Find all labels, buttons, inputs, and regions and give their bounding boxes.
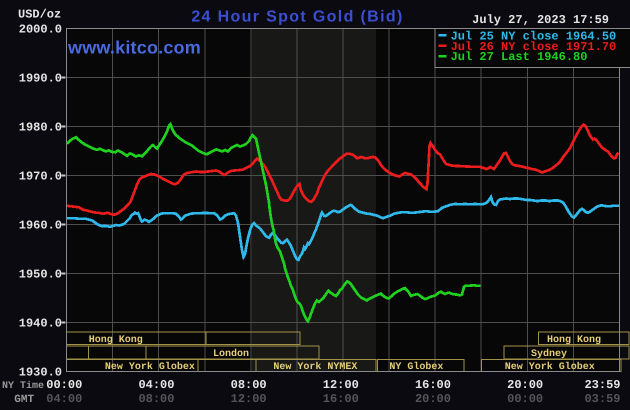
svg-text:NY Globex: NY Globex bbox=[389, 361, 443, 373]
svg-text:03:59: 03:59 bbox=[584, 392, 620, 406]
svg-text:New York NYMEX: New York NYMEX bbox=[273, 361, 357, 373]
svg-text:Jul 25 NY close 1964.50: Jul 25 NY close 1964.50 bbox=[451, 29, 617, 43]
svg-text:London: London bbox=[213, 348, 249, 360]
svg-text:23:59: 23:59 bbox=[584, 378, 620, 392]
svg-text:Sydney: Sydney bbox=[531, 348, 567, 360]
svg-text:08:00: 08:00 bbox=[138, 392, 174, 406]
svg-text:USD/oz: USD/oz bbox=[18, 8, 61, 22]
svg-text:2000.0: 2000.0 bbox=[19, 22, 62, 36]
svg-text:www.kitco.com: www.kitco.com bbox=[67, 38, 201, 58]
svg-text:New York Globex: New York Globex bbox=[505, 361, 595, 373]
svg-text:GMT: GMT bbox=[14, 394, 34, 406]
svg-text:12:00: 12:00 bbox=[231, 392, 267, 406]
svg-text:08:00: 08:00 bbox=[231, 378, 267, 392]
svg-text:1940.0: 1940.0 bbox=[19, 317, 62, 331]
svg-text:Hong Kong: Hong Kong bbox=[89, 335, 143, 346]
svg-text:1950.0: 1950.0 bbox=[19, 268, 62, 282]
svg-text:04:00: 04:00 bbox=[138, 378, 174, 392]
svg-text:1960.0: 1960.0 bbox=[19, 218, 62, 232]
svg-text:04:00: 04:00 bbox=[46, 392, 82, 406]
svg-text:Hong Kong: Hong Kong bbox=[547, 335, 601, 346]
svg-text:1970.0: 1970.0 bbox=[19, 169, 62, 183]
svg-text:New York Globex: New York Globex bbox=[105, 361, 195, 373]
svg-text:12:00: 12:00 bbox=[323, 378, 359, 392]
svg-text:16:00: 16:00 bbox=[415, 378, 451, 392]
svg-text:1990.0: 1990.0 bbox=[19, 71, 62, 85]
svg-text:00:00: 00:00 bbox=[46, 378, 82, 392]
svg-text:16:00: 16:00 bbox=[323, 392, 359, 406]
svg-text:20:00: 20:00 bbox=[415, 392, 451, 406]
svg-text:1930.0: 1930.0 bbox=[19, 366, 62, 380]
svg-text:Jul 26 NY close 1971.70: Jul 26 NY close 1971.70 bbox=[451, 40, 617, 54]
svg-text:20:00: 20:00 bbox=[507, 378, 543, 392]
svg-text:00:00: 00:00 bbox=[507, 392, 543, 406]
svg-text:NY Time: NY Time bbox=[2, 380, 44, 392]
svg-text:1980.0: 1980.0 bbox=[19, 120, 62, 134]
svg-text:Jul 27 Last 1946.80: Jul 27 Last 1946.80 bbox=[451, 50, 588, 64]
svg-text:24 Hour Spot Gold (Bid): 24 Hour Spot Gold (Bid) bbox=[191, 9, 403, 26]
svg-text:July 27, 2023 17:59: July 27, 2023 17:59 bbox=[472, 13, 609, 27]
